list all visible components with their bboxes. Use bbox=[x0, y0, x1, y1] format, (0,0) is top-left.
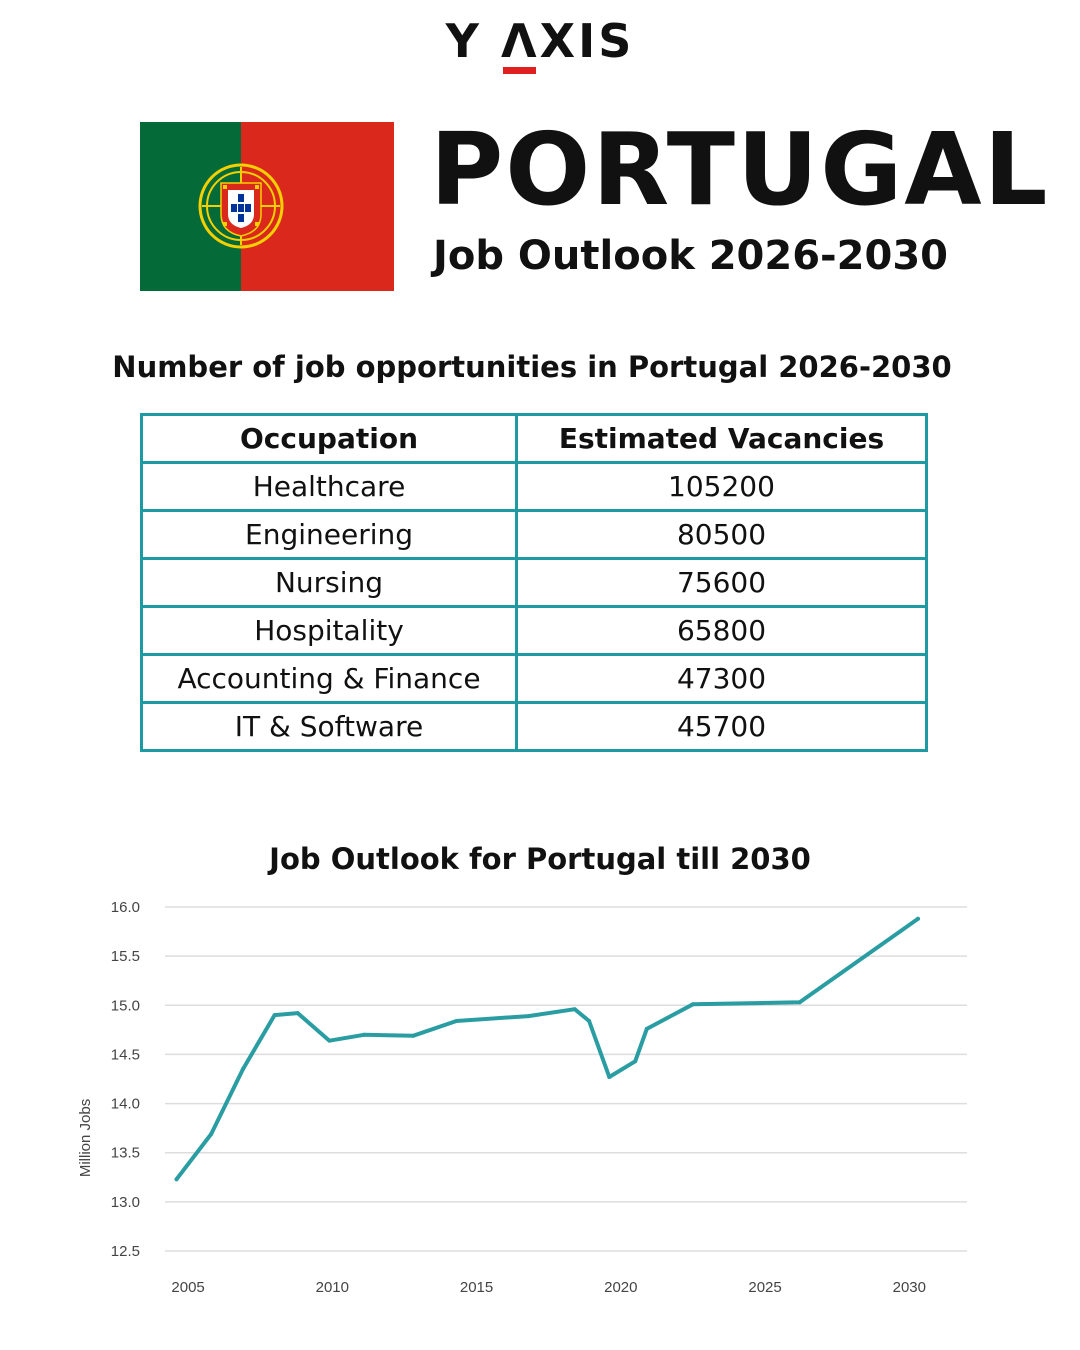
x-tick-label: 2005 bbox=[171, 1279, 204, 1296]
occupation-cell: Accounting & Finance bbox=[140, 653, 518, 704]
line-chart: 12.5 13.0 13.5 14.0 14.5 15.0 15.5 16.0 2005 2010… bbox=[77, 899, 967, 1296]
x-tick-label: 2020 bbox=[604, 1279, 637, 1296]
data-point bbox=[690, 1002, 695, 1007]
x-tick-label: 2015 bbox=[460, 1279, 493, 1296]
table-row: IT & Software 45700 bbox=[140, 701, 928, 752]
chart-title: Job Outlook for Portugal till 2030 bbox=[269, 842, 811, 876]
logo-xis: XIS bbox=[539, 14, 635, 68]
page-subtitle: Job Outlook 2026-2030 bbox=[433, 233, 948, 279]
data-point bbox=[633, 1059, 638, 1064]
data-point bbox=[797, 1000, 802, 1005]
data-point bbox=[572, 1007, 577, 1012]
logo-a-letter: Λ bbox=[501, 14, 540, 68]
data-point bbox=[240, 1067, 245, 1072]
data-point bbox=[272, 1013, 277, 1018]
column-header-vacancies: Estimated Vacancies bbox=[515, 413, 928, 464]
data-point bbox=[915, 916, 920, 921]
data-point bbox=[526, 1014, 531, 1019]
table-row: Accounting & Finance 47300 bbox=[140, 653, 928, 704]
table-row: Nursing 75600 bbox=[140, 557, 928, 608]
data-point bbox=[607, 1075, 612, 1080]
vacancies-cell: 47300 bbox=[515, 653, 928, 704]
vacancies-cell: 105200 bbox=[515, 461, 928, 512]
vacancies-table: Occupation Estimated Vacancies Healthcar… bbox=[140, 413, 928, 752]
table-row: Healthcare 105200 bbox=[140, 461, 928, 512]
x-tick-label: 2025 bbox=[748, 1279, 781, 1296]
data-point bbox=[174, 1177, 179, 1182]
vacancies-cell: 75600 bbox=[515, 557, 928, 608]
portugal-coat-of-arms-icon bbox=[198, 163, 284, 249]
logo-y: Y bbox=[445, 14, 482, 68]
logo-underline bbox=[503, 67, 536, 74]
y-tick-label: 13.0 bbox=[111, 1194, 140, 1211]
table-title: Number of job opportunities in Portugal … bbox=[112, 350, 952, 384]
y-tick-label: 15.0 bbox=[111, 997, 140, 1014]
y-tick-label: 13.5 bbox=[111, 1145, 140, 1162]
table-row: Hospitality 65800 bbox=[140, 605, 928, 656]
table-header-row: Occupation Estimated Vacancies bbox=[140, 413, 928, 464]
data-point bbox=[411, 1033, 416, 1038]
y-tick-label: 12.5 bbox=[111, 1243, 140, 1260]
data-point bbox=[362, 1032, 367, 1037]
series-line bbox=[174, 916, 920, 1182]
x-tick-label: 2010 bbox=[316, 1279, 349, 1296]
occupation-cell: Hospitality bbox=[140, 605, 518, 656]
occupation-cell: Nursing bbox=[140, 557, 518, 608]
column-header-occupation: Occupation bbox=[140, 413, 518, 464]
vacancies-cell: 65800 bbox=[515, 605, 928, 656]
vacancies-cell: 45700 bbox=[515, 701, 928, 752]
y-tick-label: 15.5 bbox=[111, 948, 140, 965]
logo-a: Λ bbox=[501, 14, 540, 74]
x-tick-label: 2030 bbox=[893, 1279, 926, 1296]
y-axis-label: Million Jobs bbox=[77, 1099, 94, 1177]
data-point bbox=[587, 1019, 592, 1024]
data-point bbox=[454, 1019, 459, 1024]
data-point bbox=[295, 1011, 300, 1016]
y-tick-label: 14.5 bbox=[111, 1046, 140, 1063]
occupation-cell: Healthcare bbox=[140, 461, 518, 512]
table-row: Engineering 80500 bbox=[140, 509, 928, 560]
y-tick-label: 16.0 bbox=[111, 899, 140, 916]
portugal-flag bbox=[140, 122, 394, 291]
data-point bbox=[209, 1132, 214, 1137]
y-tick-label: 14.0 bbox=[111, 1096, 140, 1113]
vacancies-cell: 80500 bbox=[515, 509, 928, 560]
data-point bbox=[644, 1026, 649, 1031]
brand-logo: Y Λ XIS bbox=[0, 14, 1080, 74]
occupation-cell: IT & Software bbox=[140, 701, 518, 752]
page-title: PORTUGAL bbox=[430, 111, 1050, 228]
data-point bbox=[327, 1038, 332, 1043]
occupation-cell: Engineering bbox=[140, 509, 518, 560]
